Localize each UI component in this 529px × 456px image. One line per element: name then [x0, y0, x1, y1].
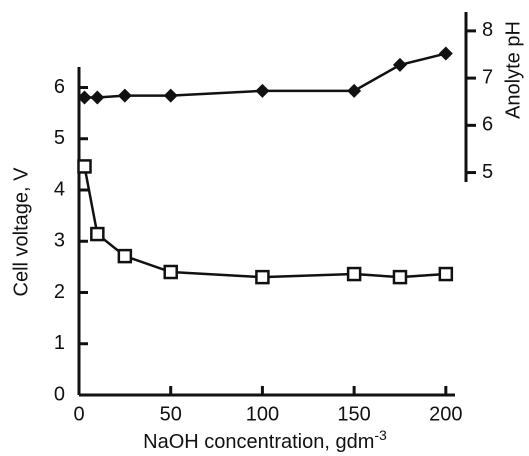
square-marker — [117, 248, 133, 264]
x-axis-label-text: NaOH concentration, gdm — [143, 431, 374, 453]
y-tick-label: 2 — [54, 281, 65, 303]
square-marker — [163, 264, 178, 280]
y2-tick-label: 6 — [482, 114, 493, 136]
square-marker — [438, 266, 454, 282]
x-tick-label: 200 — [429, 403, 462, 425]
square-marker — [90, 226, 105, 242]
diamond-marker — [438, 46, 453, 61]
diamond-marker — [392, 57, 407, 72]
y2-tick-label: 5 — [482, 161, 493, 183]
diamond-marker — [255, 83, 270, 98]
y2-tick-label: 7 — [482, 66, 493, 88]
y-tick-label: 0 — [54, 383, 65, 405]
diamond-marker — [77, 90, 92, 105]
square-marker — [77, 159, 92, 174]
diamond-marker — [117, 88, 132, 103]
x-axis-label-sup: -3 — [374, 427, 387, 443]
x-tick-label: 150 — [337, 403, 370, 425]
y-tick-label: 5 — [54, 127, 65, 149]
x-tick-label: 100 — [246, 403, 279, 425]
square-marker — [346, 266, 362, 282]
diamond-marker — [90, 90, 105, 105]
y-tick-label: 3 — [54, 230, 65, 252]
square-marker — [392, 269, 408, 285]
series-line — [83, 166, 446, 279]
square-marker — [255, 269, 270, 285]
y2-axis-label: Anolyte pH — [502, 21, 524, 119]
diamond-marker — [347, 83, 362, 98]
diamond-marker — [163, 88, 178, 103]
y-tick-label: 6 — [54, 76, 65, 98]
y-tick-label: 4 — [54, 178, 65, 200]
y-axis-label: Cell voltage, V — [10, 167, 32, 297]
x-axis-label: NaOH concentration, gdm-3 — [143, 427, 387, 454]
x-tick-label: 0 — [73, 403, 84, 425]
y2-tick-label: 8 — [482, 19, 493, 41]
y-tick-label: 1 — [54, 332, 65, 354]
x-tick-label: 50 — [160, 403, 182, 425]
